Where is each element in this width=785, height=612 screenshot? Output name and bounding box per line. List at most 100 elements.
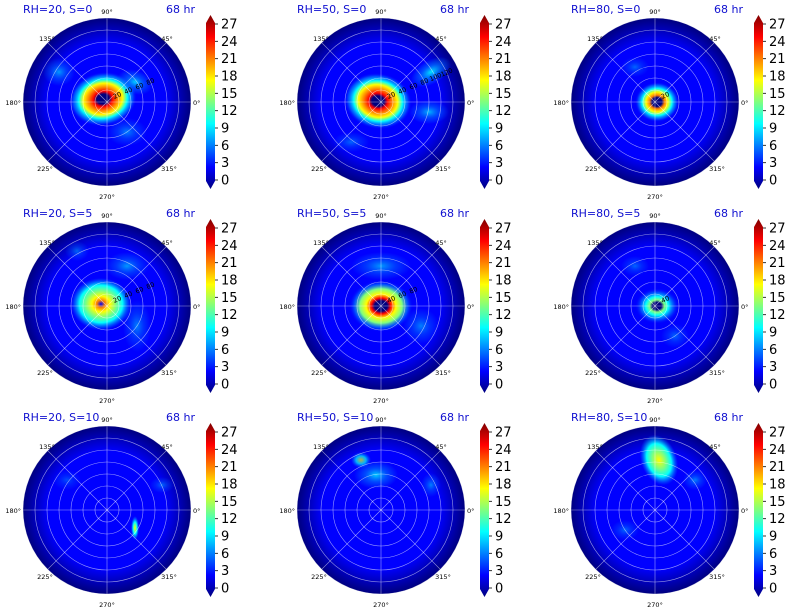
- colorbar-tick-label: 6: [495, 547, 503, 562]
- angle-tick-label: 225°: [585, 573, 601, 581]
- panel-title: RH=20, S=5: [23, 207, 93, 220]
- angle-tick-label: 45°: [161, 443, 173, 451]
- grid-spoke: [654, 101, 715, 162]
- colorbar-tick-label: 27: [221, 222, 238, 237]
- polar-plot: 90° 45° 0° 315° 270° 225° 180° 135° 40 0 3 6 9 12 15 18…: [553, 212, 785, 405]
- grid-spoke: [595, 246, 656, 307]
- grid-spoke: [380, 42, 441, 103]
- polar-grid: [22, 425, 192, 595]
- polar-panel: 90° 45° 0° 315° 270° 225° 180° 135° 0 3 6 9 12 15 18 21…: [0, 408, 262, 612]
- colorbar-tick-label: 6: [769, 343, 777, 358]
- polar-plot: 90° 45° 0° 315° 270° 225° 180° 135° 0 3 6 9 12 15 18 21…: [553, 416, 785, 609]
- colorbar-tick-label: 27: [495, 426, 512, 441]
- panel-title: RH=20, S=0: [23, 3, 93, 16]
- panel-title: RH=80, S=0: [571, 3, 641, 16]
- angle-tick-label: 180°: [5, 507, 21, 515]
- colorbar: [206, 219, 215, 393]
- angle-tick-label: 90°: [375, 8, 387, 16]
- colorbar-tick-label: 15: [495, 87, 512, 102]
- colorbar-tick-label: 24: [221, 35, 238, 50]
- angle-tick-label: 135°: [313, 239, 329, 247]
- radial-tick-label: 80: [145, 280, 156, 291]
- colorbar-tick-label: 15: [769, 291, 785, 306]
- colorbar-tick-label: 27: [221, 18, 238, 33]
- radial-tick-label: 60: [397, 290, 408, 301]
- colorbar-tick-label: 9: [221, 530, 229, 545]
- panel-time-label: 68 hr: [166, 207, 195, 220]
- field-patch: [150, 477, 174, 493]
- polar-panel: 90° 45° 0° 315° 270° 225° 180° 135° 20 40 60 80 0 3 6 9…: [0, 204, 262, 408]
- colorbar-tick-label: 3: [769, 564, 777, 579]
- grid-spoke: [380, 450, 441, 511]
- colorbar-tick-label: 3: [221, 156, 229, 171]
- colorbar-tick-label: 18: [769, 478, 785, 493]
- angle-tick-label: 180°: [5, 99, 21, 107]
- angle-tick-label: 225°: [311, 165, 327, 173]
- panel-title: RH=50, S=5: [297, 207, 367, 220]
- field-layer: [611, 434, 707, 540]
- field-patch: [411, 56, 451, 88]
- grid-spoke: [106, 42, 167, 103]
- colorbar: [206, 423, 215, 597]
- colorbar-tick-label: 24: [495, 443, 512, 458]
- radial-tick-label: 80: [408, 285, 419, 296]
- field-patch: [71, 278, 131, 330]
- grid-spoke: [380, 509, 441, 570]
- polar-grid: [296, 17, 466, 187]
- polar-grid: [570, 425, 740, 595]
- field-patch: [43, 58, 75, 86]
- panel-title: RH=50, S=0: [297, 3, 367, 16]
- colorbar-tick-label: 6: [769, 139, 777, 154]
- field-patch: [354, 461, 398, 489]
- colorbar-tick-label: 24: [495, 35, 512, 50]
- grid-spoke: [106, 305, 167, 366]
- colorbar-tick-label: 12: [221, 308, 238, 323]
- angle-tick-label: 270°: [647, 193, 663, 201]
- colorbar-tick-label: 24: [769, 443, 785, 458]
- colorbar-tick-label: 18: [221, 70, 238, 85]
- angle-tick-label: 0°: [467, 303, 474, 311]
- radial-tick-label: 60: [408, 81, 419, 92]
- polar-plot: 90° 45° 0° 315° 270° 225° 180° 135° 20 0 3 6 9 12 15 18…: [553, 8, 785, 201]
- colorbar-tick-label: 18: [495, 478, 512, 493]
- radial-tick-label: 40: [386, 294, 397, 305]
- grid-spoke: [595, 305, 656, 366]
- angle-tick-label: 0°: [741, 99, 748, 107]
- colorbar-tick-label: 9: [495, 122, 503, 137]
- angle-tick-label: 90°: [375, 212, 387, 220]
- field-patch: [131, 516, 139, 540]
- angle-tick-label: 135°: [587, 35, 603, 43]
- colorbar-tick-label: 15: [769, 495, 785, 510]
- angle-tick-label: 135°: [313, 443, 329, 451]
- colorbar-tick-label: 3: [769, 360, 777, 375]
- grid-spoke: [106, 450, 167, 511]
- grid-spoke: [654, 450, 715, 511]
- angle-tick-label: 225°: [585, 369, 601, 377]
- colorbar-tick-label: 6: [769, 547, 777, 562]
- polar-grid: [296, 425, 466, 595]
- colorbar-tick-label: 3: [221, 564, 229, 579]
- panel-time-label: 68 hr: [166, 3, 195, 16]
- field-patch: [403, 308, 439, 344]
- angle-tick-label: 45°: [161, 35, 173, 43]
- grid-spoke: [321, 509, 382, 570]
- colorbar: [754, 423, 763, 597]
- angle-tick-label: 0°: [741, 303, 748, 311]
- colorbar-tick-label: 18: [221, 274, 238, 289]
- grid-spoke: [47, 509, 108, 570]
- polar-panel: 90° 45° 0° 315° 270° 225° 180° 135° 40 0 3 6 9 12 15 18…: [548, 204, 785, 408]
- colorbar-tick-label: 15: [495, 495, 512, 510]
- colorbar-tick-label: 9: [769, 122, 777, 137]
- colorbar-tick-label: 24: [495, 239, 512, 254]
- colorbar-tick-label: 12: [769, 308, 785, 323]
- grid-spoke: [47, 246, 108, 307]
- polar-grid: [22, 221, 192, 391]
- angle-tick-label: 90°: [101, 8, 113, 16]
- angle-tick-label: 45°: [709, 35, 721, 43]
- field-patch: [621, 57, 649, 77]
- polar-plot: 90° 45° 0° 315° 270° 225° 180° 135° 20 40 60 80 0 3 6 9…: [5, 212, 238, 405]
- field-patch: [65, 241, 89, 261]
- angle-tick-label: 225°: [37, 165, 53, 173]
- angle-tick-label: 45°: [435, 443, 447, 451]
